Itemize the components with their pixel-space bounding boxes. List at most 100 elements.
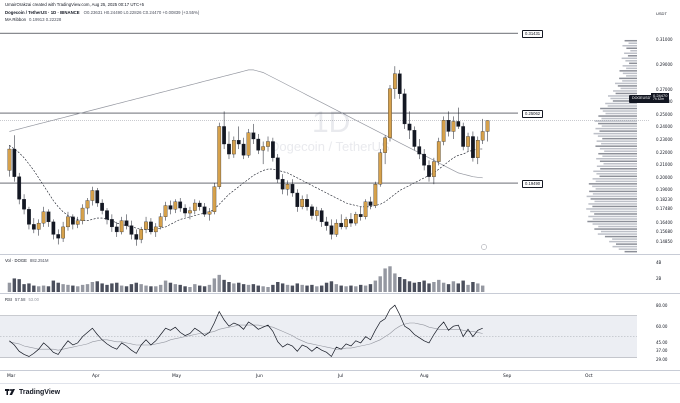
candle-body xyxy=(66,216,70,228)
volume-bar xyxy=(388,266,392,292)
volume-profile-bar xyxy=(592,218,637,220)
volume-profile-bar xyxy=(604,235,637,238)
candle-body xyxy=(314,210,319,216)
candle-body xyxy=(183,207,187,214)
volume-bar xyxy=(76,286,80,292)
volume-profile-bar xyxy=(598,115,637,117)
candles xyxy=(7,66,490,246)
volume-bar xyxy=(51,280,56,292)
time-axis-tick: May xyxy=(172,374,182,379)
candle-body xyxy=(61,226,65,239)
volume-profile-bar xyxy=(612,245,637,248)
volume-profile-bar xyxy=(593,132,637,135)
candle-body xyxy=(275,157,280,180)
price-axis-tick: 0.29000 xyxy=(656,61,673,67)
volume-bar xyxy=(466,284,470,292)
volume-legend-value: 882.251M xyxy=(29,258,49,263)
volume-profile-bar xyxy=(597,135,637,137)
volume-bar xyxy=(359,284,363,292)
volume-bar xyxy=(158,284,163,292)
candle-body xyxy=(446,120,451,132)
symbol-title[interactable]: Dogecoin / TetherUS · 1D · BINANCE xyxy=(5,10,80,15)
volume-bar xyxy=(393,273,397,292)
candle-body xyxy=(90,190,95,201)
volume-bar xyxy=(110,283,114,292)
candle-body xyxy=(383,137,387,153)
volume-legend-title[interactable]: Vol · DOGE xyxy=(5,258,27,263)
tradingview-brand[interactable]: TradingView xyxy=(5,388,60,396)
volume-bar xyxy=(290,285,295,292)
candle-body xyxy=(27,209,31,225)
time-axis-tick: Aug xyxy=(420,374,429,379)
candle-body xyxy=(407,123,412,131)
volume-profile-bar xyxy=(600,168,637,170)
candle-body xyxy=(12,148,17,177)
rsi-pane-separator[interactable] xyxy=(0,293,680,294)
candle-body xyxy=(290,184,295,194)
candle-body xyxy=(139,229,144,240)
volume-bar xyxy=(246,284,251,292)
volume-bar xyxy=(305,285,309,292)
volume-bar xyxy=(115,282,119,292)
volume-bar xyxy=(17,279,21,292)
volume-bar xyxy=(422,280,426,292)
price-axis-tick: 0.14850 xyxy=(656,239,673,245)
current-price-value: 0.24470 xyxy=(653,93,668,98)
volume-bar xyxy=(188,287,192,292)
candle-body xyxy=(124,220,129,226)
candle-body xyxy=(217,126,222,187)
candle-body xyxy=(227,143,231,155)
candle-body xyxy=(271,141,275,158)
candle-body xyxy=(31,224,36,230)
price-axis-tick: 0.23000 xyxy=(656,137,673,142)
candle-body xyxy=(451,121,456,132)
symbol-info-row: Dogecoin / TetherUS · 1D · BINANCE O0.23… xyxy=(5,10,199,15)
volume-profile-bar xyxy=(599,130,637,132)
volume-bar xyxy=(22,284,26,292)
volume-profile-bar xyxy=(588,215,637,218)
volume-profile-bar xyxy=(588,183,637,185)
candle-body xyxy=(100,202,104,211)
volume-profile-bar xyxy=(607,95,637,97)
volume-bar xyxy=(310,284,314,292)
rsi-axis-tick: 37.00 xyxy=(656,348,668,354)
level-price-tag: 0.25062 xyxy=(522,109,544,118)
volume-bar xyxy=(27,283,31,292)
current-price-tag: 0.24470 7h 42m xyxy=(651,93,670,104)
volume-profile-bar xyxy=(596,165,637,168)
volume-bar xyxy=(71,285,75,292)
rsi-line xyxy=(9,304,483,358)
candle-body xyxy=(436,141,441,162)
volume-bar xyxy=(227,282,231,292)
volume-bar xyxy=(261,286,265,292)
candle-body xyxy=(417,146,422,155)
volume-bar xyxy=(212,278,217,292)
volume-profile-bar xyxy=(622,65,637,67)
volume-profile-bar xyxy=(624,52,637,55)
volume-pane-separator[interactable] xyxy=(0,254,680,255)
volume-profile-bar xyxy=(616,243,637,245)
volume-bar xyxy=(339,285,343,292)
price-axis-tick: 0.18230 xyxy=(656,196,673,202)
volume-bar xyxy=(437,279,441,292)
time-axis-tick: Apr xyxy=(92,374,100,379)
time-axis-tick: Jul xyxy=(338,374,344,379)
volume-bar xyxy=(295,283,299,292)
ohlc-values: O0.23631 H0.24490 L0.22826 C0.24470 +0.0… xyxy=(83,10,200,15)
volume-bar xyxy=(456,283,460,292)
candle-body xyxy=(232,140,236,155)
ma-fast-line xyxy=(9,145,483,230)
volume-profile-bar xyxy=(607,105,637,107)
ma-ribbon-label[interactable]: MA Ribbon xyxy=(5,17,27,22)
rsi-legend-title[interactable]: RSI xyxy=(5,297,12,302)
candle-body xyxy=(80,207,85,221)
candle-body xyxy=(432,161,436,177)
volume-profile-bar xyxy=(599,175,637,178)
volume-bar xyxy=(363,285,368,292)
volume-profile-bar xyxy=(628,42,637,44)
volume-bar xyxy=(173,284,178,292)
volume-bar xyxy=(100,283,104,292)
time-axis-tick: Mar xyxy=(7,374,16,379)
